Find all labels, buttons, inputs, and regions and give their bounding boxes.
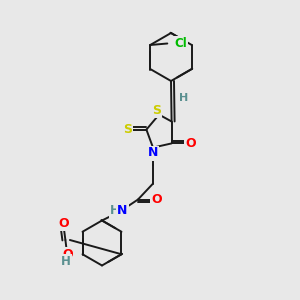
Text: O: O [58,217,69,230]
Text: N: N [148,146,158,160]
Text: H: H [61,255,71,268]
Text: N: N [117,204,128,217]
Text: S: S [152,103,161,117]
Text: S: S [123,123,132,136]
Text: H: H [179,93,188,103]
Text: Cl: Cl [174,37,187,50]
Text: O: O [151,193,162,206]
Text: O: O [185,137,196,150]
Text: O: O [62,248,73,261]
Text: H: H [110,204,119,217]
